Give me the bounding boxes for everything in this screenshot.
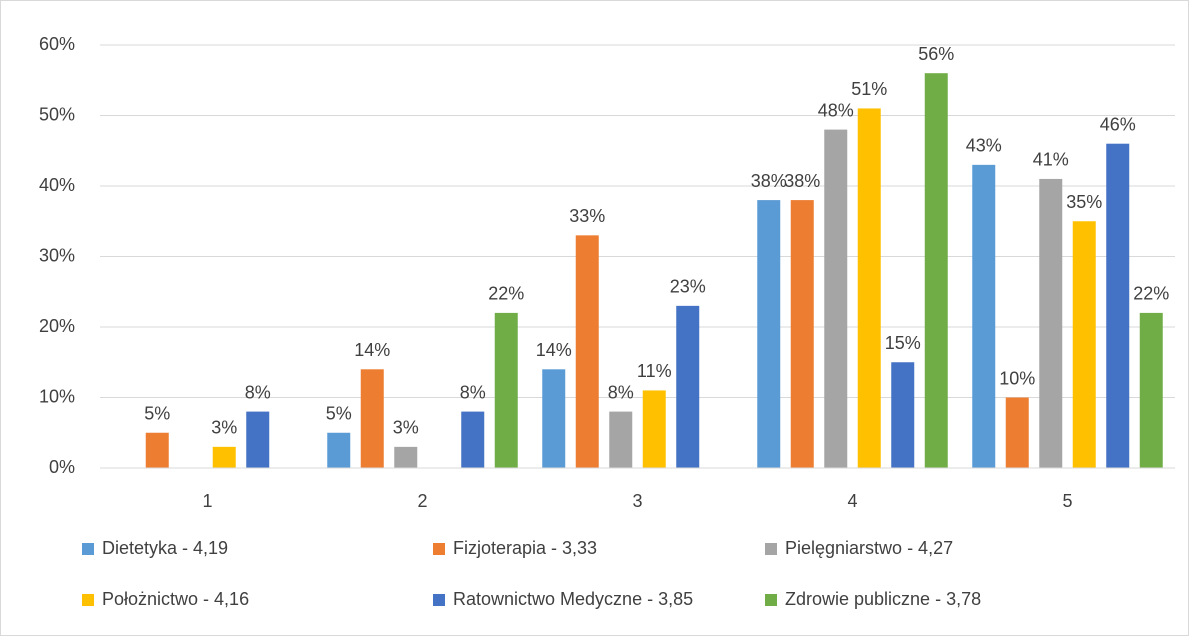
bar (891, 362, 915, 468)
bar (1005, 397, 1029, 468)
legend-label: Fizjoterapia - 3,33 (453, 538, 597, 558)
bar (327, 432, 351, 468)
data-label: 51% (851, 79, 887, 99)
bar (857, 108, 881, 468)
y-tick-label: 10% (39, 386, 75, 406)
x-tick-label: 1 (202, 491, 212, 511)
y-tick-label: 50% (39, 104, 75, 124)
y-tick-label: 60% (39, 34, 75, 54)
data-label: 35% (1066, 192, 1102, 212)
legend-label: Dietetyka - 4,19 (102, 538, 228, 558)
bar (1039, 178, 1063, 468)
data-label: 15% (885, 333, 921, 353)
bar (824, 129, 848, 468)
data-label: 3% (211, 418, 237, 438)
legend-swatch (433, 543, 445, 555)
x-tick-label: 3 (632, 491, 642, 511)
legend-label: Zdrowie publiczne - 3,78 (785, 589, 981, 609)
bar (924, 73, 948, 468)
bar (1106, 143, 1130, 468)
data-label: 22% (1133, 284, 1169, 304)
y-tick-label: 30% (39, 245, 75, 265)
data-label: 41% (1033, 150, 1069, 170)
y-tick-label: 20% (39, 316, 75, 336)
data-label: 8% (245, 382, 271, 402)
legend-swatch (765, 594, 777, 606)
data-label: 38% (751, 171, 787, 191)
data-label: 23% (670, 277, 706, 297)
data-label: 38% (784, 171, 820, 191)
bar (575, 235, 599, 468)
x-tick-label: 4 (847, 491, 857, 511)
bar (461, 411, 485, 468)
bar (360, 369, 384, 468)
bar (494, 312, 518, 468)
legend-swatch (82, 594, 94, 606)
data-label: 14% (536, 340, 572, 360)
data-label: 22% (488, 284, 524, 304)
legend-label: Pielęgniarstwo - 4,27 (785, 538, 953, 558)
bar (145, 432, 169, 468)
bar (394, 446, 418, 468)
legend-swatch (765, 543, 777, 555)
y-tick-label: 0% (49, 457, 75, 477)
bar (1072, 221, 1096, 468)
data-label: 33% (569, 206, 605, 226)
bar (212, 446, 236, 468)
bar (972, 164, 996, 468)
bar (1139, 312, 1163, 468)
y-tick-label: 40% (39, 175, 75, 195)
legend-label: Ratownictwo Medyczne - 3,85 (453, 589, 693, 609)
data-label: 46% (1100, 114, 1136, 134)
data-label: 3% (393, 418, 419, 438)
data-label: 43% (966, 136, 1002, 156)
data-label: 56% (918, 44, 954, 64)
data-label: 8% (460, 382, 486, 402)
data-label: 8% (608, 382, 634, 402)
data-label: 48% (818, 100, 854, 120)
legend-swatch (433, 594, 445, 606)
bar (609, 411, 633, 468)
data-label: 11% (637, 361, 672, 381)
bar (757, 200, 781, 468)
bar (542, 369, 566, 468)
bar (676, 305, 700, 468)
data-label: 5% (326, 404, 352, 424)
bar (790, 200, 814, 468)
legend-label: Położnictwo - 4,16 (102, 589, 249, 609)
x-tick-label: 2 (417, 491, 427, 511)
data-label: 5% (144, 404, 170, 424)
bar (642, 390, 666, 468)
legend-swatch (82, 543, 94, 555)
data-label: 14% (354, 340, 390, 360)
bar (246, 411, 270, 468)
x-tick-label: 5 (1062, 491, 1072, 511)
data-label: 10% (999, 368, 1035, 388)
